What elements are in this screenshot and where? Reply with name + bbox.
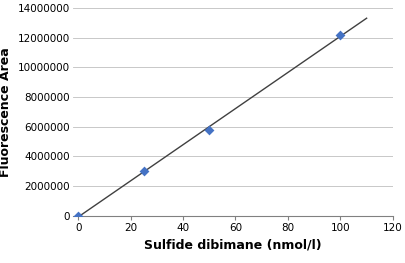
- Point: [75, 214, 81, 218]
- Point: [206, 128, 213, 133]
- Point: [337, 33, 343, 37]
- X-axis label: Sulfide dibimane (nmol/l): Sulfide dibimane (nmol/l): [144, 238, 322, 251]
- Y-axis label: Fluorescence Area: Fluorescence Area: [0, 47, 12, 177]
- Point: [141, 169, 147, 173]
